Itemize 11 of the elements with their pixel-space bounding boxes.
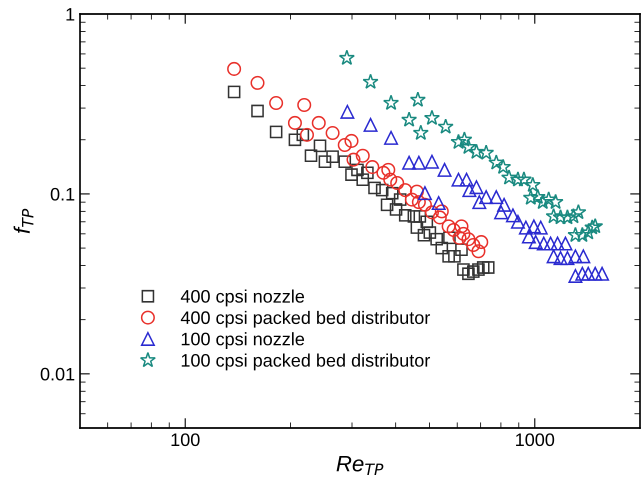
legend-label: 100 cpsi packed bed distributor (182, 354, 430, 370)
legend-label: 400 cpsi packed bed distributor (180, 310, 430, 328)
y-axis-title: f$_{TP}$ (14, 208, 34, 234)
x-axis-title: Re$_{TP}$ (336, 456, 384, 475)
x-tick-label: 100 (172, 433, 200, 446)
legend-label: 400 cpsi nozzle (180, 289, 304, 306)
y-tick-label: 0.01 (40, 368, 74, 381)
legend-label: 100 cpsi nozzle (182, 332, 304, 350)
y-tick-label: 1 (66, 8, 74, 21)
x-tick-label: 1000 (516, 433, 554, 446)
y-tick-label: 0.1 (50, 188, 74, 201)
